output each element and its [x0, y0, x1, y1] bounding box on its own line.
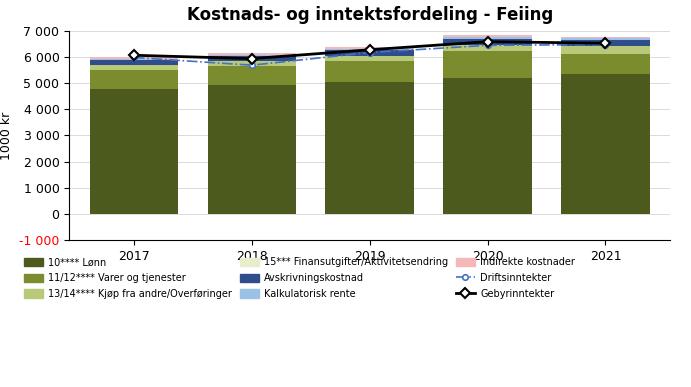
Bar — [561, 37, 650, 38]
Driftsinntekter — [130, 55, 138, 60]
Bar — [207, 56, 296, 61]
Driftsinntekter — [247, 63, 256, 67]
Bar — [561, 46, 650, 54]
Bar — [325, 47, 414, 49]
Bar — [444, 37, 532, 39]
Legend: 10**** Lønn, 11/12**** Varer og tjenester, 13/14**** Kjøp fra andre/Overføringer: 10**** Lønn, 11/12**** Varer og tjeneste… — [19, 253, 580, 304]
Bar — [207, 66, 296, 85]
Bar — [325, 61, 414, 82]
Bar — [561, 38, 650, 40]
Gebyrinntekter — [130, 53, 138, 58]
Bar — [325, 49, 414, 50]
Bar — [325, 50, 414, 56]
Bar — [444, 35, 532, 37]
Bar — [561, 74, 650, 214]
Bar — [207, 85, 296, 214]
Line: Driftsinntekter: Driftsinntekter — [131, 42, 608, 68]
Bar — [325, 56, 414, 61]
Bar — [561, 54, 650, 74]
Gebyrinntekter — [247, 57, 256, 61]
Title: Kostnads- og inntektsfordeling - Feiing: Kostnads- og inntektsfordeling - Feiing — [187, 6, 553, 24]
Gebyrinntekter — [601, 41, 609, 46]
Bar — [325, 82, 414, 214]
Y-axis label: 1000 kr: 1000 kr — [1, 111, 13, 159]
Bar — [444, 45, 532, 51]
Bar — [207, 53, 296, 55]
Gebyrinntekter — [484, 39, 492, 44]
Bar — [561, 40, 650, 46]
Bar — [90, 58, 178, 59]
Bar — [444, 51, 532, 78]
Bar — [444, 39, 532, 45]
Bar — [90, 89, 178, 214]
Bar — [444, 78, 532, 214]
Bar — [207, 61, 296, 66]
Bar — [90, 65, 178, 70]
Driftsinntekter — [366, 50, 374, 55]
Bar — [90, 70, 178, 89]
Gebyrinntekter — [366, 48, 374, 52]
Line: Gebyrinntekter: Gebyrinntekter — [131, 38, 609, 62]
Driftsinntekter — [484, 43, 492, 48]
Bar — [207, 55, 296, 56]
Bar — [90, 60, 178, 65]
Bar — [90, 59, 178, 60]
Driftsinntekter — [601, 42, 609, 47]
